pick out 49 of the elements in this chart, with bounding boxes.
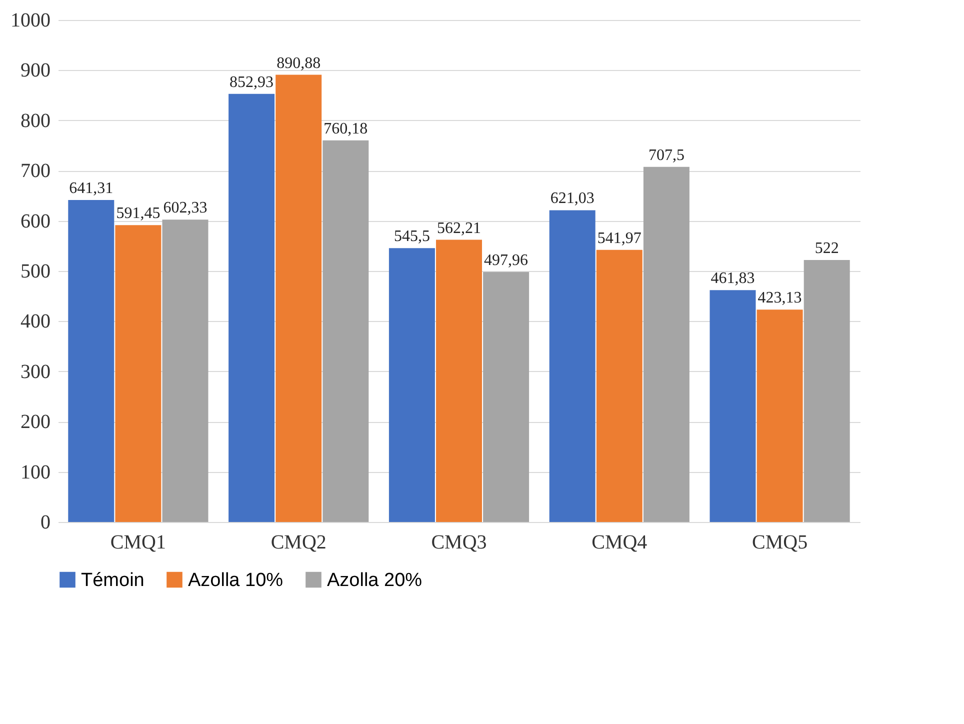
y-tick-label: 500 xyxy=(20,260,50,282)
legend-label: Témoin xyxy=(81,570,144,591)
x-tick-label: CMQ1 xyxy=(110,532,166,554)
y-tick-label: 0 xyxy=(40,512,50,534)
data-label: 522 xyxy=(814,240,839,257)
y-tick-label: 100 xyxy=(20,461,50,484)
data-label: 602,33 xyxy=(163,200,208,217)
x-tick-label: CMQ5 xyxy=(752,532,808,554)
y-tick-label: 600 xyxy=(20,210,50,232)
x-tick-label: CMQ2 xyxy=(270,532,326,554)
bar xyxy=(68,200,114,522)
bar xyxy=(115,225,162,522)
bar xyxy=(710,290,756,522)
data-label: 641,31 xyxy=(69,180,114,198)
data-label: 497,96 xyxy=(484,252,528,270)
data-label: 545,5 xyxy=(394,228,430,246)
bar xyxy=(804,260,850,522)
y-tick-label: 400 xyxy=(20,310,50,333)
x-tick-label: CMQ4 xyxy=(592,532,648,554)
bar xyxy=(276,74,322,522)
bar xyxy=(162,220,208,522)
y-tick-label: 1000 xyxy=(10,10,50,32)
bar xyxy=(756,310,803,522)
y-tick-label: 800 xyxy=(20,110,50,132)
bar xyxy=(596,250,642,522)
data-label: 423,13 xyxy=(758,290,802,307)
legend-label: Azolla 10% xyxy=(188,570,284,591)
bar xyxy=(483,272,530,522)
data-label: 707,5 xyxy=(648,146,684,164)
y-tick-label: 200 xyxy=(20,411,50,434)
legend-label: Azolla 20% xyxy=(327,570,422,591)
data-label: 760,18 xyxy=(324,120,368,138)
y-tick-label: 900 xyxy=(20,60,50,82)
data-label: 461,83 xyxy=(710,270,755,288)
data-label: 852,93 xyxy=(230,74,274,91)
bar xyxy=(436,240,482,522)
bar xyxy=(228,94,275,522)
y-tick-label: 300 xyxy=(20,360,50,383)
data-label: 591,45 xyxy=(116,205,160,222)
bar xyxy=(549,210,596,522)
data-label: 562,21 xyxy=(437,220,481,237)
data-label: 541,97 xyxy=(597,230,642,247)
data-label: 621,03 xyxy=(550,190,594,208)
data-label: 890,88 xyxy=(276,54,321,72)
bar xyxy=(388,248,435,522)
y-tick-label: 700 xyxy=(20,160,50,182)
bar xyxy=(322,140,369,522)
bar xyxy=(643,166,690,522)
x-tick-label: CMQ3 xyxy=(431,532,487,554)
